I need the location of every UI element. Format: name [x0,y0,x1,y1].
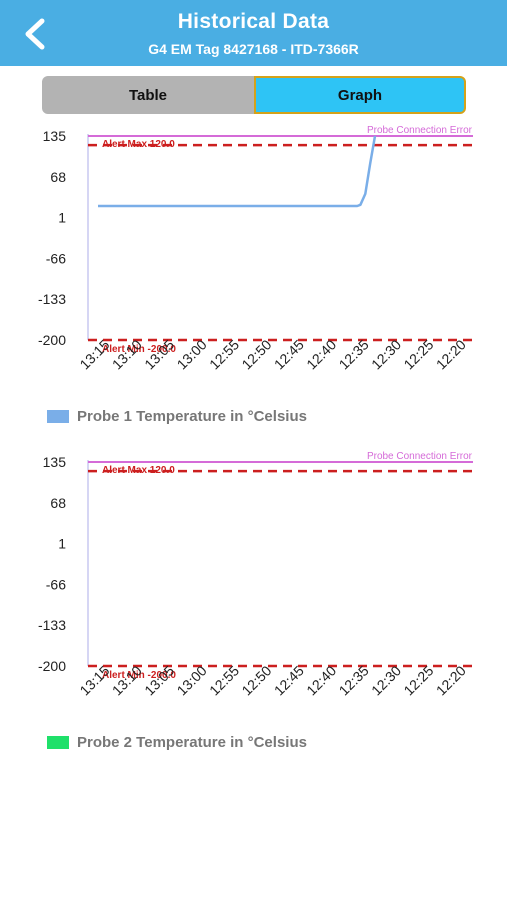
view-toggle: Table Graph [42,76,466,114]
y-tick-label: 135 [43,128,67,144]
back-button[interactable] [18,16,52,52]
alert-min-label: Alert Min -200.0 [102,344,176,355]
probe2-legend-label: Probe 2 Temperature in °Celsius [77,733,307,751]
probe2-legend-swatch [47,735,69,749]
y-tick-label: 1 [58,210,66,226]
y-tick-label: -133 [38,617,66,633]
tab-table[interactable]: Table [42,76,254,114]
probe2-chart: 135 68 1 -66 -133 -200 Probe Connection Error A… [0,444,507,744]
y-tick-label: -133 [38,291,66,307]
probe-error-label: Probe Connection Error [367,451,473,462]
x-tick-label: 12:25 [400,336,436,372]
y-tick-label: -200 [38,332,66,348]
x-tick-label: 13:00 [174,662,210,698]
x-tick-label: 12:20 [433,336,469,372]
x-tick-label: 12:40 [303,336,339,372]
x-tick-label: 12:25 [400,662,436,698]
x-tick-label: 12:35 [336,662,372,698]
y-tick-label: 68 [50,169,66,185]
app-header: Historical Data G4 EM Tag 8427168 - ITD-… [0,0,507,66]
y-tick-label: 68 [50,495,66,511]
x-tick-label: 12:45 [271,662,307,698]
x-tick-label: 12:35 [336,336,372,372]
x-tick-label: 12:50 [238,336,274,372]
device-subtitle: G4 EM Tag 8427168 - ITD-7366R [148,41,359,57]
probe-error-label: Probe Connection Error [367,125,473,136]
alert-max-label: Alert Max 120.0 [102,465,175,476]
y-tick-label: -66 [46,576,66,592]
x-tick-label: 12:55 [206,336,242,372]
alert-max-label: Alert Max 120.0 [102,139,175,150]
y-tick-label: -200 [38,658,66,674]
chart-svg: 135 68 1 -66 -133 -200 Probe Connection Error A… [38,451,473,699]
y-tick-label: 135 [43,454,67,470]
x-tick-label: 12:20 [433,662,469,698]
x-tick-label: 12:55 [206,662,242,698]
chart-svg: 135 68 1 -66 -133 -200 Probe Connection Error A… [38,125,473,373]
series-line [98,135,377,208]
x-tick-label: 13:00 [174,336,210,372]
page-title: Historical Data [177,10,330,33]
probe1-legend-label: Probe 1 Temperature in °Celsius [77,407,307,425]
probe1-chart: 135 68 1 -66 -133 -200 Probe Connection Error A… [0,118,507,418]
alert-min-label: Alert Min -200.0 [102,670,176,681]
probe2-legend: Probe 2 Temperature in °Celsius [47,732,307,752]
x-tick-label: 12:30 [368,336,404,372]
x-tick-label: 12:45 [271,336,307,372]
chevron-left-icon [25,18,45,50]
probe1-legend-swatch [47,409,69,423]
y-tick-label: -66 [46,250,66,266]
x-tick-label: 12:40 [303,662,339,698]
tab-graph[interactable]: Graph [254,76,466,114]
probe1-legend: Probe 1 Temperature in °Celsius [47,406,307,426]
x-tick-label: 12:30 [368,662,404,698]
y-tick-label: 1 [58,536,66,552]
x-tick-label: 12:50 [238,662,274,698]
